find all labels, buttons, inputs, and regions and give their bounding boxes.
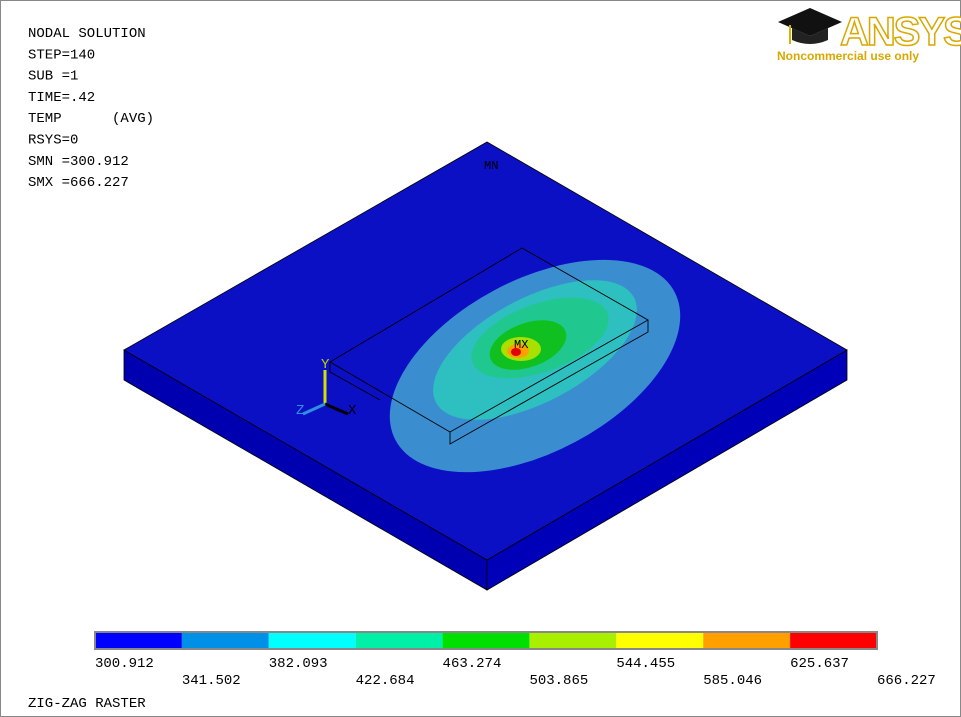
legend-value: 503.865 bbox=[529, 673, 588, 689]
legend-value: 544.455 bbox=[616, 656, 675, 672]
logo-note: Noncommercial use only bbox=[777, 49, 919, 63]
legend-band bbox=[356, 632, 443, 649]
legend-band bbox=[182, 632, 269, 649]
logo-brand: ANSYS bbox=[840, 10, 961, 54]
legend-value: 422.684 bbox=[356, 673, 415, 689]
legend-value: 585.046 bbox=[703, 673, 762, 689]
legend-band bbox=[529, 632, 616, 649]
legend-value: 666.227 bbox=[877, 673, 936, 689]
axis-label: Z bbox=[296, 403, 304, 419]
min-label: MN bbox=[484, 159, 498, 173]
axis-label: X bbox=[348, 403, 357, 419]
screen: Y X Z MN MX ANSYS Noncommercial use only… bbox=[0, 0, 961, 717]
header-line: STEP=140 bbox=[28, 47, 95, 63]
header-line: SMX =666.227 bbox=[28, 175, 129, 191]
legend-band bbox=[443, 632, 530, 649]
legend-band bbox=[269, 632, 356, 649]
axis-label: Y bbox=[321, 357, 330, 373]
legend-value: 341.502 bbox=[182, 673, 241, 689]
body: Y X Z MN MX ANSYS Noncommercial use only… bbox=[0, 0, 961, 717]
header-line: NODAL SOLUTION bbox=[28, 26, 146, 42]
header-line: SMN =300.912 bbox=[28, 154, 129, 170]
max-label: MX bbox=[514, 338, 528, 352]
legend-band bbox=[95, 632, 182, 649]
footer: ZIG-ZAG RASTER bbox=[28, 696, 146, 712]
header-line: TEMP (AVG) bbox=[28, 111, 154, 127]
header-line: TIME=.42 bbox=[28, 90, 95, 106]
header-line: SUB =1 bbox=[28, 69, 78, 85]
legend-value: 463.274 bbox=[443, 656, 502, 672]
legend-value: 300.912 bbox=[95, 656, 154, 672]
legend-value: 625.637 bbox=[790, 656, 849, 672]
legend-band bbox=[616, 632, 703, 649]
header-line: RSYS=0 bbox=[28, 133, 78, 149]
legend-band bbox=[703, 632, 790, 649]
page: {"header":{"lines":["NODAL SOLUTION","ST… bbox=[0, 0, 961, 717]
legend-band bbox=[790, 632, 877, 649]
legend-value: 382.093 bbox=[269, 656, 328, 672]
